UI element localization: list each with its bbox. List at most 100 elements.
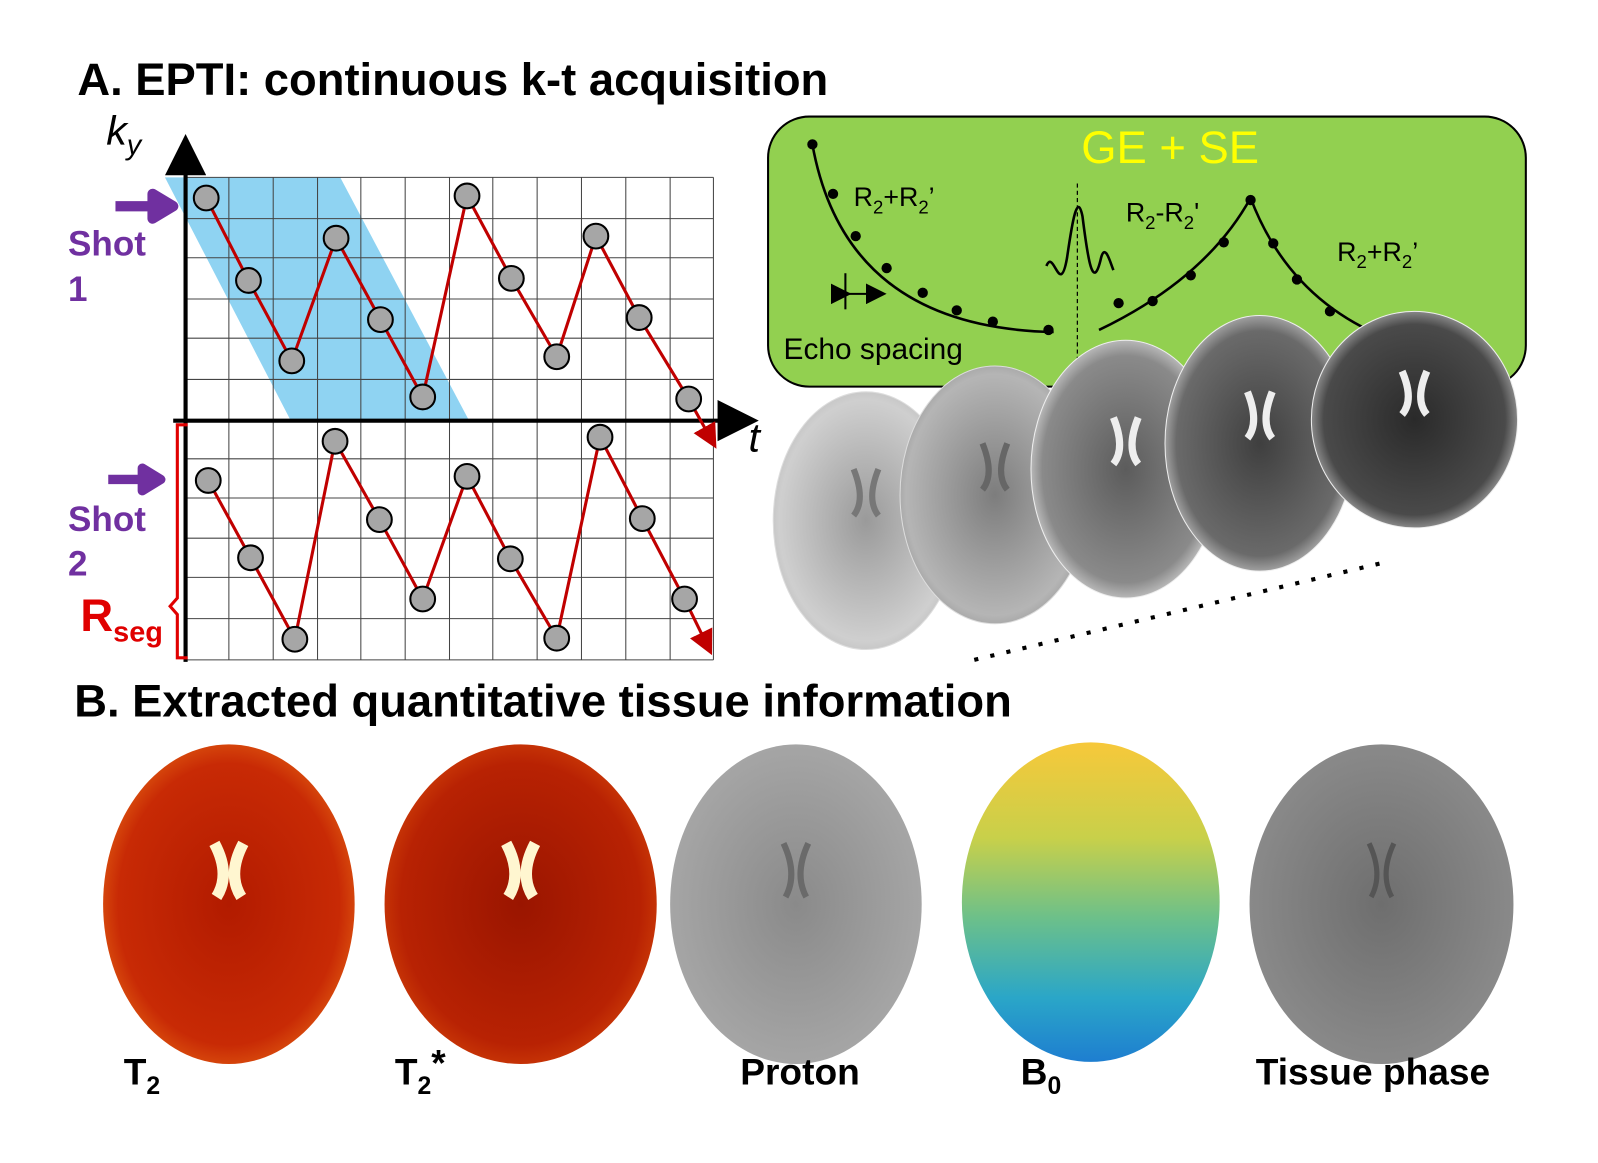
echo-dot [987, 316, 998, 327]
ky-sub: y [125, 130, 143, 162]
shot-2-line-2: 2 [68, 544, 88, 583]
label-part: ’ [1412, 237, 1418, 267]
subscript: 2 [873, 196, 883, 217]
sample-point [322, 224, 350, 252]
suffix: * [431, 1041, 446, 1083]
sample-point [365, 506, 393, 534]
map-labels: T2 T2* Proton B0 Tissue phase [124, 1041, 1490, 1100]
sample-point [192, 184, 220, 212]
echo-dot [1218, 237, 1229, 248]
sample-point [237, 544, 264, 572]
maps [103, 742, 1514, 1064]
label-base: B [1021, 1051, 1048, 1093]
label-base: Tissue phase [1256, 1051, 1490, 1093]
label-part: -R [1156, 198, 1184, 228]
ky-label: ky [106, 107, 143, 161]
ge-se-title: GE + SE [1081, 122, 1259, 173]
echo-dot [807, 139, 818, 150]
echo-dot [917, 287, 928, 298]
label-base: Proton [740, 1051, 860, 1093]
echo-dot [1185, 270, 1196, 281]
ge-decay-curve [811, 144, 1054, 334]
sample-point [543, 624, 571, 652]
t-label: t [748, 415, 761, 461]
sample-point [194, 467, 222, 494]
sample-point [586, 423, 614, 451]
echo-dot [827, 188, 839, 200]
t2-map [103, 744, 355, 1064]
shot-1-arrow [115, 188, 179, 224]
t2star-map [384, 744, 657, 1064]
subscript: 2 [1357, 251, 1367, 272]
sample-point [675, 385, 703, 413]
echo-dot [850, 230, 861, 242]
sample-point [497, 264, 525, 292]
sample-point [281, 625, 309, 653]
echo-dot [951, 305, 962, 316]
panel-b-title: B. Extracted quantitative tissue informa… [74, 676, 1012, 727]
map-label: Proton [740, 1051, 860, 1093]
shot-2-line-1: Shot [68, 500, 146, 539]
sample-point [628, 505, 656, 533]
echo-dots [807, 139, 1336, 336]
curve-label: R2+R2’ [854, 182, 935, 217]
sample-point [409, 383, 437, 411]
sample-point [453, 462, 481, 490]
label-part: R [1126, 198, 1145, 228]
sample-point [582, 222, 610, 250]
echo-dot [881, 262, 892, 274]
echo-spacing-label: Echo spacing [784, 333, 963, 366]
ky-base: k [106, 107, 129, 153]
echo-dot [1245, 194, 1256, 206]
sample-point [543, 343, 571, 371]
shot-2-arrow [108, 463, 166, 496]
sample-point [625, 304, 653, 331]
label-part: ' [1194, 198, 1199, 228]
curve-label: R2-R2' [1126, 198, 1199, 233]
subscript: 2 [1145, 212, 1155, 233]
sample-point [496, 545, 524, 573]
subscript: 0 [1047, 1073, 1061, 1100]
shot-1-line-2: 1 [68, 270, 88, 309]
map-label: B0 [1021, 1051, 1062, 1100]
label-base: T [395, 1051, 418, 1093]
shot-1-line-1: Shot [68, 225, 146, 264]
echo-dot [1324, 306, 1336, 317]
subscript: 2 [1184, 212, 1194, 233]
label-part: +R [1367, 237, 1402, 267]
subscript: 2 [1402, 251, 1412, 272]
label-part: R [1337, 237, 1356, 267]
sample-point [321, 427, 349, 455]
map-label: T2 [124, 1051, 160, 1100]
curve-label: R2+R2’ [1337, 237, 1418, 272]
rseg-sub: seg [113, 616, 163, 648]
echo-dot [1291, 274, 1303, 285]
echo-dot [1147, 295, 1158, 307]
proton-map [670, 744, 922, 1064]
echo-dot [1268, 238, 1279, 249]
rseg-base: R [80, 590, 113, 641]
sample-point [671, 585, 698, 613]
label-base: T [124, 1051, 147, 1093]
panel-a-title: A. EPTI: continuous k-t acquisition [77, 54, 828, 105]
map-label: T2* [395, 1041, 446, 1100]
map-label: Tissue phase [1256, 1051, 1490, 1093]
sample-point [367, 306, 394, 334]
sample-point [278, 347, 306, 375]
echo-dot [1043, 324, 1054, 336]
sample-point [453, 182, 481, 210]
rseg-label: Rseg [80, 590, 163, 648]
sample-point [235, 267, 262, 294]
b0-map [961, 742, 1220, 1062]
echo-images [772, 310, 1519, 651]
subscript: 2 [418, 1073, 432, 1100]
echo-image [1310, 310, 1519, 529]
label-part: +R [883, 182, 918, 212]
subscript: 2 [918, 196, 928, 217]
rf-pulse [1045, 205, 1115, 276]
rseg-brace [168, 423, 188, 660]
label-part: ’ [929, 182, 935, 212]
label-part: R [854, 182, 873, 212]
